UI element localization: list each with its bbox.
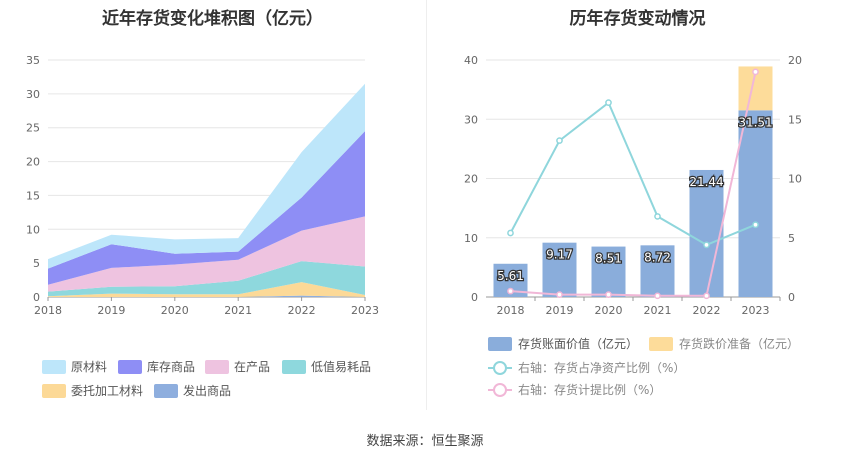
bar-data-label: 8.72 xyxy=(644,250,671,264)
x-tick-label: 2019 xyxy=(546,304,574,317)
line-point xyxy=(605,99,612,107)
line-point xyxy=(556,137,563,144)
line-point xyxy=(654,292,661,300)
line-point xyxy=(703,292,710,300)
bar-book-value xyxy=(640,245,675,297)
legend-swatch xyxy=(205,360,229,374)
area-在产品 xyxy=(48,216,365,292)
area-库存商品 xyxy=(48,131,365,285)
legend-label: 存货跌价准备（亿元） xyxy=(679,336,799,351)
bar-data-label: 21.44 xyxy=(689,175,723,189)
legend-marker xyxy=(493,383,507,397)
line-point xyxy=(507,229,514,237)
legend-label: 右轴：存货计提比例（%） xyxy=(518,382,661,397)
y-tick-label: 10 xyxy=(464,232,478,245)
legend-label: 原材料 xyxy=(71,360,107,374)
x-tick-label: 2020 xyxy=(595,304,623,317)
legend-label: 在产品 xyxy=(234,360,270,374)
bar-data-label: 5.61 xyxy=(497,269,524,283)
legend-marker xyxy=(493,361,507,375)
line-point xyxy=(752,221,759,229)
legend-swatch xyxy=(42,360,66,374)
y-tick-label: 15 xyxy=(26,189,40,202)
x-tick-label: 2020 xyxy=(161,304,189,317)
line-point xyxy=(654,213,661,220)
y-tick-label: 25 xyxy=(26,122,40,135)
line-右轴：存货计提比例（%） xyxy=(510,71,757,297)
y-tick-label: 0 xyxy=(33,291,40,304)
panel-divider xyxy=(426,0,427,410)
data-source-note: 数据来源：恒生聚源 xyxy=(366,434,484,449)
legend-label: 库存商品 xyxy=(147,359,195,374)
y2-tick-label: 10 xyxy=(788,173,802,186)
legend-swatch xyxy=(118,360,142,374)
y2-tick-label: 15 xyxy=(788,113,802,126)
line-point xyxy=(703,241,710,249)
legend-label: 存货账面价值（亿元） xyxy=(518,336,638,351)
stacked-area-chart: 0 5 10 15 20 25 30 35 2018 2019 2020 2021 2022 2023 原材… xyxy=(26,54,379,398)
line-右轴：存货占净资产比例（%） xyxy=(509,101,756,247)
bar-data-label: 31.51 xyxy=(738,115,772,129)
y-tick-label: 20 xyxy=(26,156,40,169)
legend-swatch xyxy=(649,337,673,351)
y-tick-label: 30 xyxy=(464,113,478,126)
y-tick-label: 40 xyxy=(464,54,478,67)
right-chart-title: 历年存货变动情况 xyxy=(569,9,706,29)
x-tick-label: 2021 xyxy=(224,304,252,317)
x-tick-label: 2019 xyxy=(97,304,125,317)
x-tick-label: 2022 xyxy=(288,304,316,317)
y2-tick-label: 20 xyxy=(788,54,802,67)
line-point xyxy=(752,68,759,76)
y-tick-label: 5 xyxy=(33,257,40,270)
x-tick-label: 2023 xyxy=(351,304,379,317)
bar-data-label: 8.51 xyxy=(595,252,622,266)
area-低值易耗品 xyxy=(48,261,365,297)
legend-swatch xyxy=(282,360,306,374)
legend-label: 委托加工材料 xyxy=(71,384,143,398)
y-tick-label: 10 xyxy=(26,223,40,236)
line-point xyxy=(556,291,563,298)
left-chart-title: 近年存货变化堆积图（亿元） xyxy=(102,9,323,29)
bar-book-value xyxy=(738,110,773,297)
x-tick-label: 2022 xyxy=(693,304,721,317)
x-tick-label: 2021 xyxy=(644,304,672,317)
y-tick-label: 0 xyxy=(471,291,478,304)
bar-book-value xyxy=(542,242,577,297)
area-发出商品 xyxy=(48,295,365,297)
legend-swatch xyxy=(42,384,66,398)
legend-swatch xyxy=(154,384,178,398)
y-tick-label: 35 xyxy=(26,54,40,67)
legend-label: 低值易耗品 xyxy=(311,359,371,374)
area-原材料 xyxy=(48,83,365,269)
y-tick-label: 20 xyxy=(464,173,478,186)
line-point xyxy=(507,287,514,295)
bar-book-value xyxy=(591,246,626,297)
area-委托加工材料 xyxy=(48,282,365,297)
y-tick-label: 30 xyxy=(26,88,40,101)
x-tick-label: 2023 xyxy=(742,304,770,317)
legend-label: 发出商品 xyxy=(183,383,231,398)
bar-book-value xyxy=(689,169,724,297)
x-tick-label: 2018 xyxy=(497,304,525,317)
bar-data-label: 9.17 xyxy=(546,248,573,262)
line-point xyxy=(605,291,612,298)
inventory-combo-chart: 0 10 20 30 40 0 5 10 15 20 2018 2019 2020 2021 2022 202… xyxy=(464,54,802,397)
y2-tick-label: 5 xyxy=(788,232,795,245)
legend-swatch xyxy=(488,337,512,351)
legend-label: 右轴：存货占净资产比例（%） xyxy=(518,360,685,375)
x-tick-label: 2018 xyxy=(34,304,62,317)
y2-tick-label: 0 xyxy=(788,291,795,304)
